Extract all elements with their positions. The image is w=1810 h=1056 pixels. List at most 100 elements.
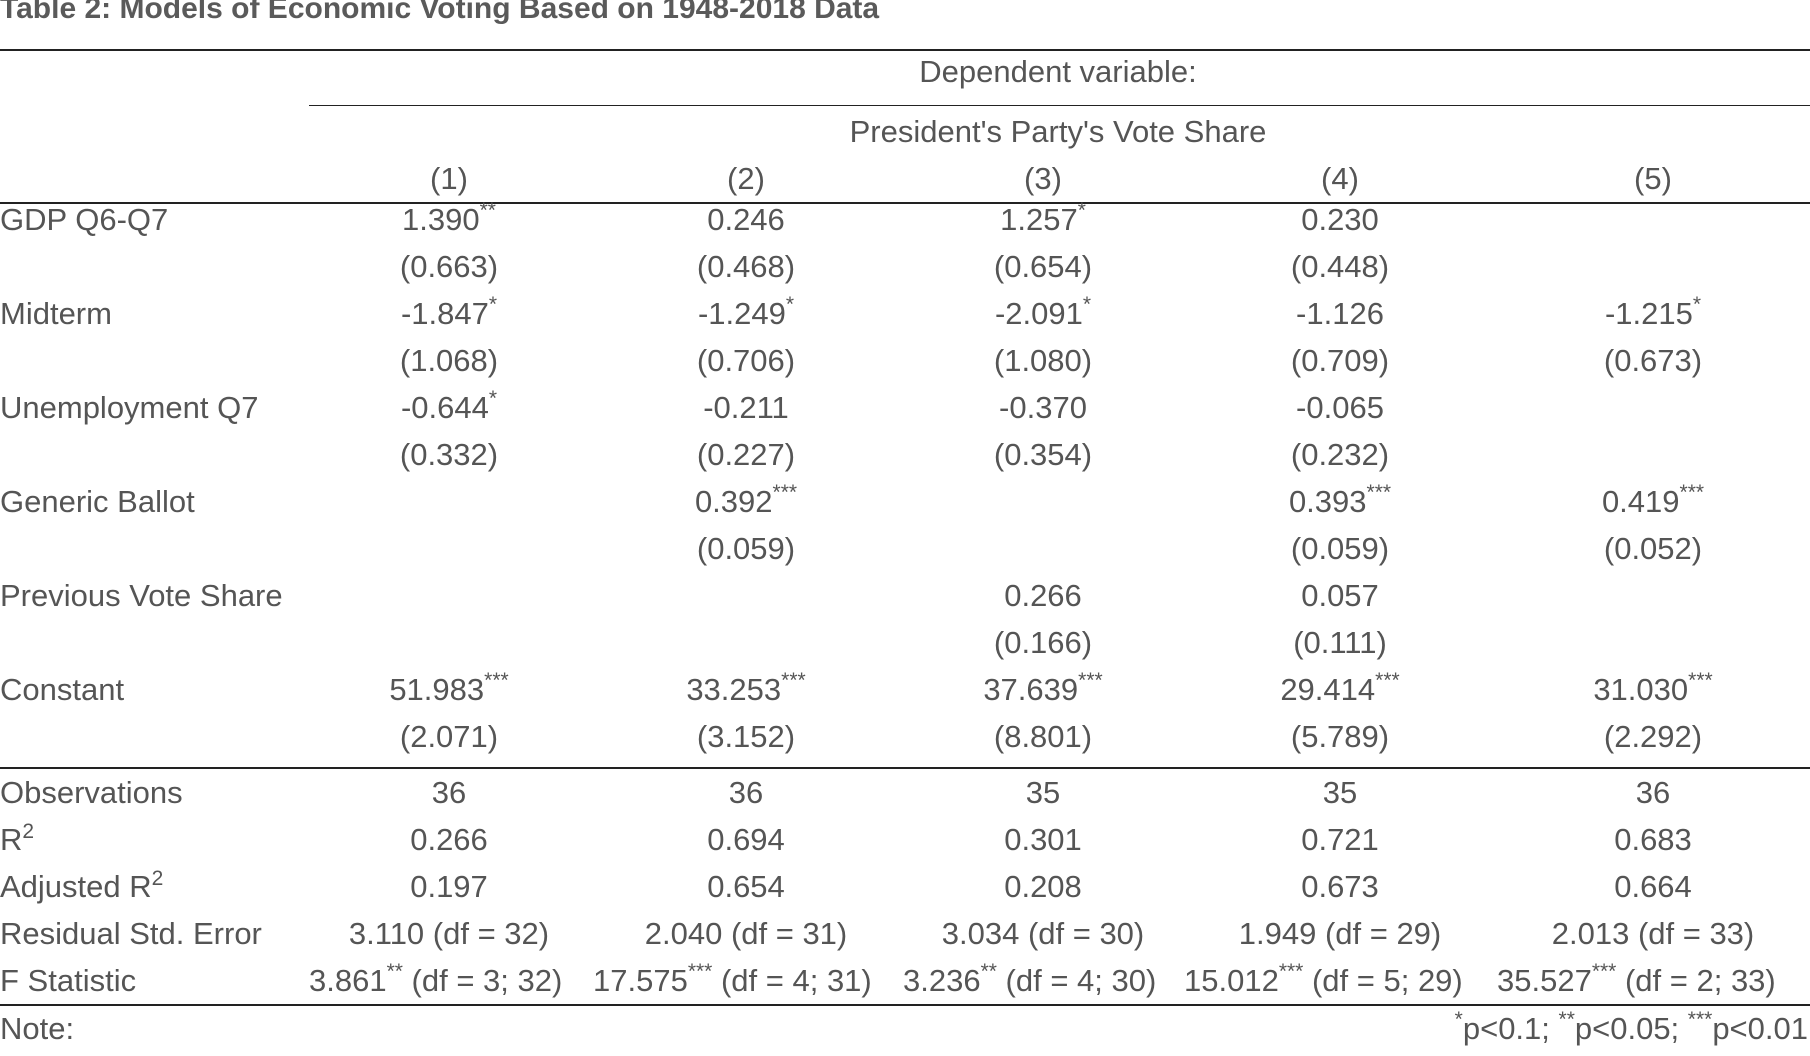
- statistic-cell: 35: [1025, 775, 1061, 810]
- superscript-2: 2: [151, 867, 164, 890]
- coefficient-value: -0.370: [999, 390, 1087, 425]
- statistic-label-text: R: [0, 822, 23, 857]
- coefficient-value: 31.030: [1593, 672, 1689, 707]
- significance-stars: **: [386, 960, 403, 983]
- standard-error-cell: (0.166): [993, 625, 1093, 660]
- coefficient-cell: 0.266: [1004, 572, 1082, 619]
- statistic-cell: 2.040 (df = 31): [644, 916, 848, 951]
- header-rule: [0, 202, 1810, 204]
- significance-stars: ***: [781, 669, 806, 692]
- degrees-of-freedom: (df = 4; 30): [996, 963, 1157, 998]
- statistic-label-text: Adjusted R: [0, 869, 152, 904]
- coefficient-cell: 1.257*: [1000, 196, 1086, 243]
- significance-threshold: p<0.01: [1712, 1011, 1808, 1046]
- coefficient-value: 3.236: [903, 963, 981, 998]
- standard-error-cell: (2.292): [1603, 719, 1703, 754]
- coefficient-cell: 0.246: [707, 196, 785, 243]
- coefficient-cell: 31.030***: [1593, 666, 1712, 713]
- coefficient-cell: 29.414***: [1280, 666, 1399, 713]
- standard-error-cell: (0.673): [1603, 343, 1703, 378]
- statistic-cell: 1.949 (df = 29): [1238, 916, 1442, 951]
- standard-error-cell: (0.059): [1290, 531, 1390, 566]
- coefficient-value: -1.215: [1604, 296, 1693, 331]
- statistic-cell: 3.034 (df = 30): [941, 916, 1145, 951]
- significance-stars: *: [1082, 293, 1092, 316]
- coefficient-value: 33.253: [686, 672, 782, 707]
- coefficient-value: 3.861: [309, 963, 387, 998]
- standard-error-cell: (5.789): [1290, 719, 1390, 754]
- f-statistic-cell: 3.861** (df = 3; 32): [309, 957, 562, 1004]
- standard-error-cell: (3.152): [696, 719, 796, 754]
- standard-error-cell: (1.080): [993, 343, 1093, 378]
- significance-stars: ***: [1591, 960, 1617, 983]
- statistic-label: F Statistic: [0, 963, 137, 998]
- f-statistic-cell: 3.236** (df = 4; 30): [903, 957, 1156, 1004]
- statistic-label-text: Observations: [0, 775, 183, 810]
- statistic-cell: 0.664: [1614, 869, 1692, 904]
- statistic-label: Adjusted R2: [0, 863, 163, 910]
- significance-stars: ***: [1366, 481, 1392, 504]
- statistic-label-text: Residual Std. Error: [0, 916, 262, 951]
- standard-error-cell: (0.654): [993, 249, 1093, 284]
- standard-error-cell: (0.111): [1293, 625, 1387, 660]
- coefficient-value: -0.065: [1296, 390, 1384, 425]
- standard-error-cell: (0.448): [1290, 249, 1390, 284]
- significance-stars: ***: [772, 481, 798, 504]
- column-header: (3): [1024, 161, 1062, 196]
- standard-error-cell: (0.354): [993, 437, 1093, 472]
- dependent-variable-label: Dependent variable:: [919, 54, 1197, 89]
- statistic-cell: 3.110 (df = 32): [348, 916, 550, 951]
- degrees-of-freedom: (df = 3; 32): [402, 963, 563, 998]
- superscript-2: 2: [22, 820, 35, 843]
- coefficient-cell: -1.126: [1296, 290, 1384, 337]
- coefficient-cell: 0.057: [1301, 572, 1379, 619]
- significance-stars: ***: [687, 960, 713, 983]
- top-rule: [0, 49, 1810, 51]
- standard-error-cell: (1.068): [399, 343, 499, 378]
- significance-stars: ***: [1688, 669, 1713, 692]
- statistic-cell: 0.694: [707, 822, 785, 857]
- statistic-cell: 2.013 (df = 33): [1551, 916, 1755, 951]
- coefficient-value: -1.126: [1296, 296, 1384, 331]
- statistic-label: Residual Std. Error: [0, 910, 262, 957]
- variable-label: GDP Q6-Q7: [0, 202, 169, 237]
- statistic-cell: 36: [1635, 775, 1671, 810]
- statistic-cell: 0.721: [1301, 822, 1379, 857]
- coefficient-value: 15.012: [1184, 963, 1279, 998]
- significance-stars: ***: [1679, 481, 1705, 504]
- significance-stars: **: [479, 199, 496, 222]
- dependent-variable-name: President's Party's Vote Share: [849, 114, 1267, 149]
- column-header: (1): [430, 161, 468, 196]
- statistic-cell: 0.197: [410, 869, 488, 904]
- coefficient-cell: -0.644*: [401, 384, 497, 431]
- significance-stars: ***: [1375, 669, 1400, 692]
- standard-error-cell: (0.663): [399, 249, 499, 284]
- significance-stars: *: [488, 293, 498, 316]
- coefficient-value: -1.847: [400, 296, 489, 331]
- degrees-of-freedom: (df = 2; 33): [1616, 963, 1776, 998]
- variable-label: Unemployment Q7: [0, 390, 259, 425]
- coefficient-cell: 33.253***: [686, 666, 805, 713]
- coefficient-cell: -2.091*: [995, 290, 1091, 337]
- significance-note: *p<0.1; **p<0.05; ***p<0.01: [1455, 1005, 1808, 1052]
- significance-stars: *: [488, 387, 498, 410]
- standard-error-cell: (2.071): [399, 719, 499, 754]
- statistic-cell: 0.208: [1004, 869, 1082, 904]
- standard-error-cell: (0.059): [696, 531, 796, 566]
- coefficient-cell: -0.211: [703, 384, 789, 431]
- f-statistic-cell: 15.012*** (df = 5; 29): [1184, 957, 1463, 1004]
- significance-stars: ***: [1278, 960, 1304, 983]
- significance-stars: **: [980, 960, 997, 983]
- column-header: (4): [1321, 161, 1359, 196]
- significance-stars: ***: [1078, 669, 1103, 692]
- coefficient-value: 0.392: [694, 484, 773, 519]
- coefficient-value: -1.249: [697, 296, 786, 331]
- coefficient-value: 35.527: [1497, 963, 1592, 998]
- coefficient-value: 37.639: [983, 672, 1079, 707]
- f-statistic-cell: 17.575*** (df = 4; 31): [593, 957, 872, 1004]
- bottom-rule: [0, 1004, 1810, 1006]
- standard-error-cell: (8.801): [993, 719, 1093, 754]
- statistic-cell: 0.301: [1004, 822, 1082, 857]
- coefficient-cell: 51.983***: [389, 666, 508, 713]
